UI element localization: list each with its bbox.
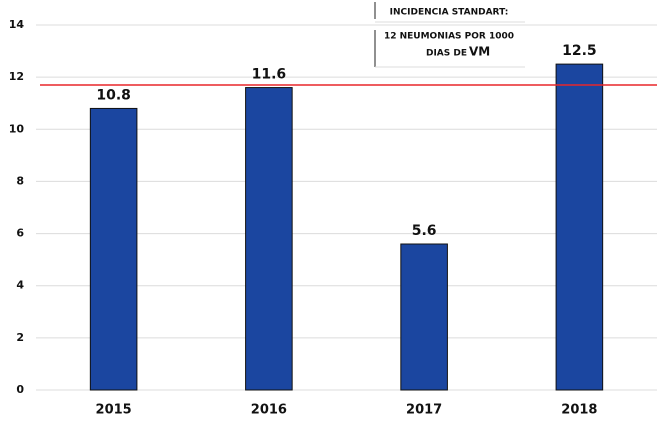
annotation-text: VM xyxy=(469,45,490,59)
annotation-text: INCIDENCIA STANDART: xyxy=(390,8,509,18)
bar xyxy=(89,107,138,391)
y-tick-label: 4 xyxy=(16,279,24,292)
x-tick-label: 2017 xyxy=(406,403,442,418)
y-tick-label: 6 xyxy=(16,227,24,240)
bar xyxy=(555,63,604,391)
bar xyxy=(400,243,448,391)
data-label: 12.5 xyxy=(562,43,597,59)
x-tick-label: 2016 xyxy=(251,403,287,418)
y-tick-label: 12 xyxy=(9,70,24,83)
bar xyxy=(245,87,293,391)
annotation-text: 12 NEUMONIAS POR 1000 xyxy=(384,32,514,42)
data-label: 5.6 xyxy=(412,223,437,239)
annotation-text: DIAS DE xyxy=(426,49,467,59)
x-tick-label: 2015 xyxy=(96,403,132,418)
y-tick-label: 14 xyxy=(9,18,25,31)
y-tick-label: 2 xyxy=(16,331,24,344)
data-label: 11.6 xyxy=(252,67,287,83)
data-label: 10.8 xyxy=(96,87,131,103)
y-tick-label: 0 xyxy=(16,383,24,396)
x-tick-label: 2018 xyxy=(561,403,597,418)
y-tick-label: 8 xyxy=(16,174,24,187)
y-tick-label: 10 xyxy=(9,122,25,135)
